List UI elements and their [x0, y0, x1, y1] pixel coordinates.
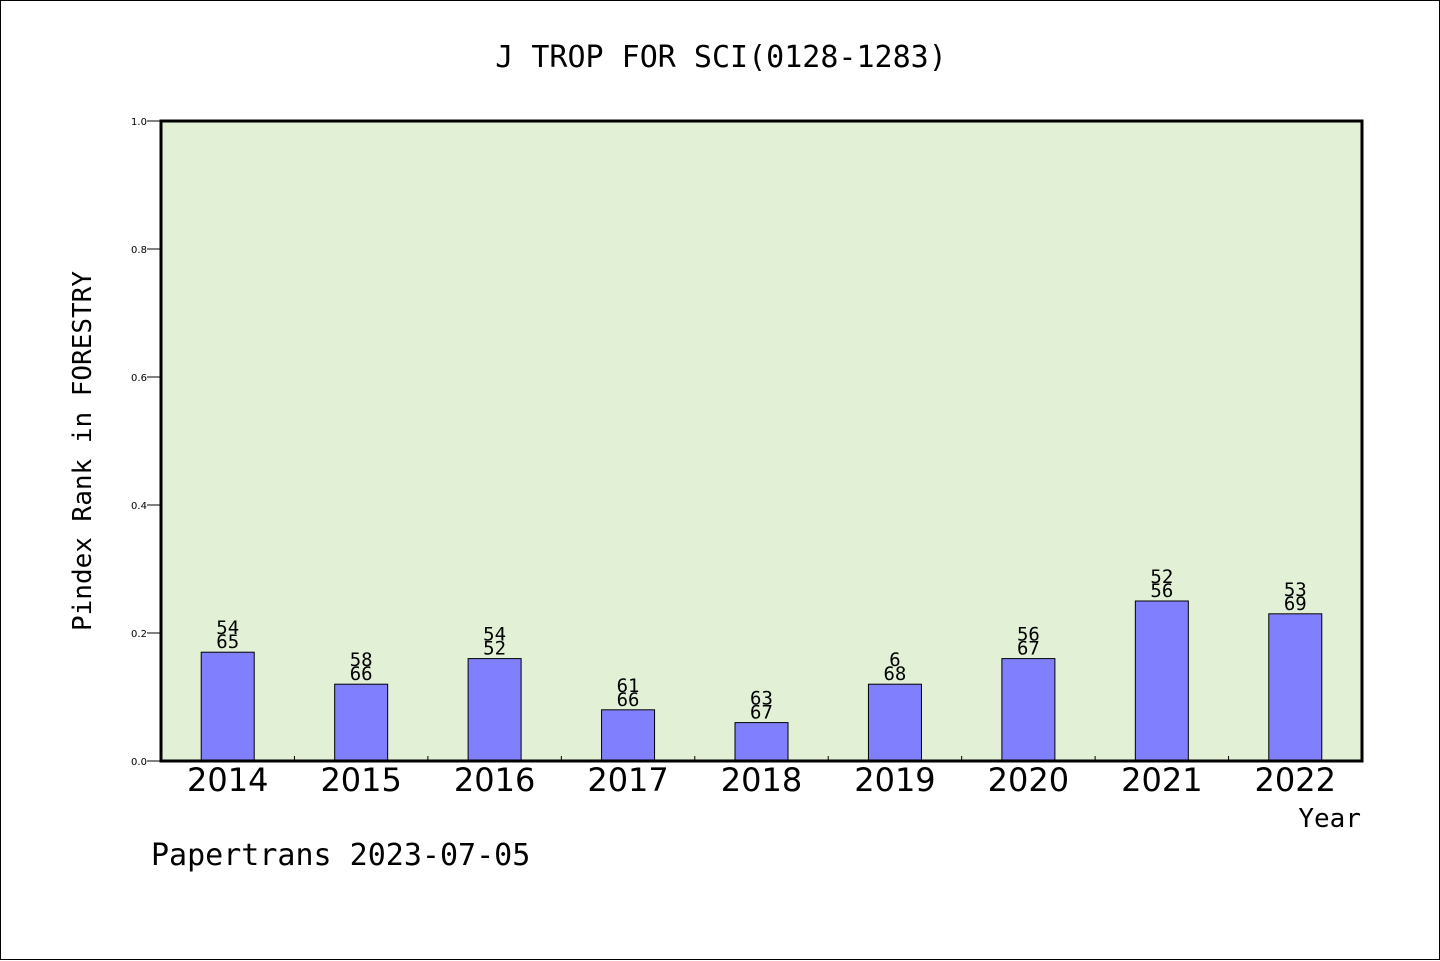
- x-tick-label: 2016: [454, 761, 535, 799]
- chart-title: J TROP FOR SCI(0128-1283): [495, 40, 947, 75]
- bars-group: [200, 600, 1323, 762]
- x-axis-label: Year: [1298, 804, 1361, 834]
- bar: [200, 651, 255, 762]
- x-tick-label: 2015: [320, 761, 401, 799]
- y-tick-label: 0.8: [131, 245, 147, 256]
- bar-label-top: 56: [1017, 624, 1040, 646]
- bar: [334, 683, 389, 762]
- x-axis: 2014 2015 2016 2017 2018 2019 2020 2021 2022: [187, 756, 1336, 799]
- y-tick-label: 0.4: [131, 501, 147, 512]
- bar: [467, 658, 522, 762]
- x-tick-label: 2014: [187, 761, 268, 799]
- x-tick-label: 2017: [587, 761, 668, 799]
- x-tick-label: 2018: [721, 761, 802, 799]
- bar-label-top: 54: [216, 617, 239, 639]
- bar-label-top: 6: [889, 649, 900, 671]
- x-tick-label: 2019: [854, 761, 935, 799]
- bar-label-top: 53: [1284, 579, 1307, 601]
- bar: [601, 709, 656, 762]
- y-axis: 0.0 0.2 0.4 0.6 0.8 1.0: [131, 117, 161, 768]
- bar-label-bottom: 66: [617, 689, 640, 711]
- bar-label-bottom: 52: [483, 638, 506, 660]
- bar-label-top: 54: [483, 624, 506, 646]
- bar-label-bottom: 68: [883, 663, 906, 685]
- bar: [1001, 658, 1056, 762]
- y-tick-label: 1.0: [131, 117, 147, 128]
- y-axis-label: Pindex Rank in FORESTRY: [68, 271, 98, 631]
- bar-label-top: 63: [750, 688, 773, 710]
- bar: [867, 683, 922, 762]
- bar-label-bottom: 66: [350, 663, 373, 685]
- y-tick-label: 0.2: [131, 629, 147, 640]
- bar-label-bottom: 56: [1150, 580, 1173, 602]
- x-tick-label: 2021: [1121, 761, 1202, 799]
- plot-border: [159, 119, 1364, 763]
- bar-label-top: 61: [617, 675, 640, 697]
- bar: [1134, 600, 1189, 762]
- x-tick-label: 2022: [1255, 761, 1336, 799]
- footer-credit: Papertrans 2023-07-05: [151, 838, 530, 873]
- bar-label-bottom: 67: [1017, 638, 1040, 660]
- bar-label-bottom: 67: [750, 702, 773, 724]
- y-tick-label: 0.6: [131, 373, 147, 384]
- bar-label-top: 52: [1150, 566, 1173, 588]
- bar: [734, 722, 789, 762]
- x-tick-label: 2020: [988, 761, 1069, 799]
- bar-label-bottom: 69: [1284, 593, 1307, 615]
- y-tick-label: 0.0: [131, 757, 147, 768]
- bar-label-top: 58: [350, 649, 373, 671]
- bar-label-bottom: 65: [216, 631, 239, 653]
- bar: [1268, 613, 1323, 762]
